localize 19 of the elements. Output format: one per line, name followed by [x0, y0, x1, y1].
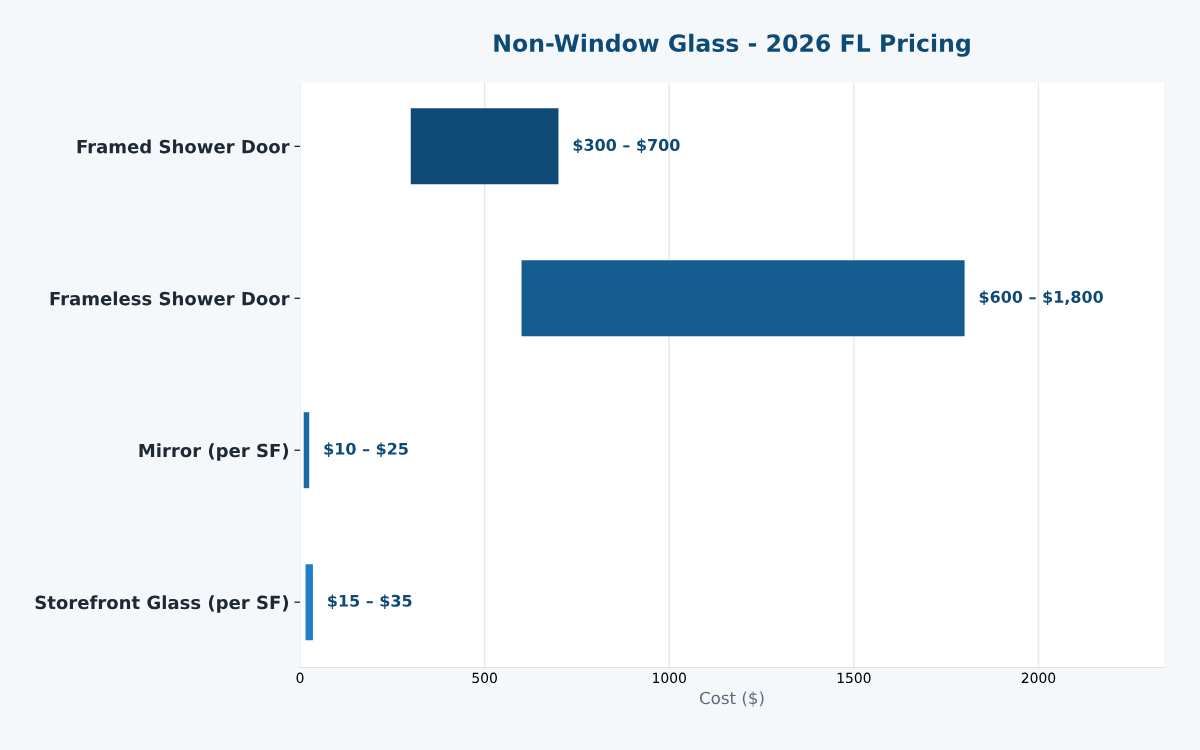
x-tick-label: 0 [296, 672, 304, 684]
y-tick-label: Storefront Glass (per SF) [35, 595, 289, 613]
y-tick-label: Mirror (per SF) [139, 443, 289, 461]
bar [303, 412, 310, 489]
annotation: $300 – $700 [573, 138, 680, 154]
bar [410, 108, 559, 185]
y-tick-label: Frameless Shower Door [50, 291, 290, 306]
x-axis-title: Cost ($) [699, 691, 764, 707]
x-tick-label: 1000 [653, 672, 686, 684]
x-tick-label: 1500 [837, 672, 871, 684]
annotation: $10 – $25 [324, 442, 408, 457]
chart-title: Non-Window Glass - 2026 FL Pricing [494, 33, 970, 57]
bar [305, 564, 313, 641]
annotation: $600 – $1,800 [979, 290, 1103, 306]
bar [521, 260, 965, 337]
x-tick-label: 500 [472, 672, 497, 684]
annotation: $15 – $35 [328, 594, 412, 609]
y-tick-label: Framed Shower Door [77, 139, 290, 154]
x-tick-label: 2000 [1021, 672, 1056, 684]
